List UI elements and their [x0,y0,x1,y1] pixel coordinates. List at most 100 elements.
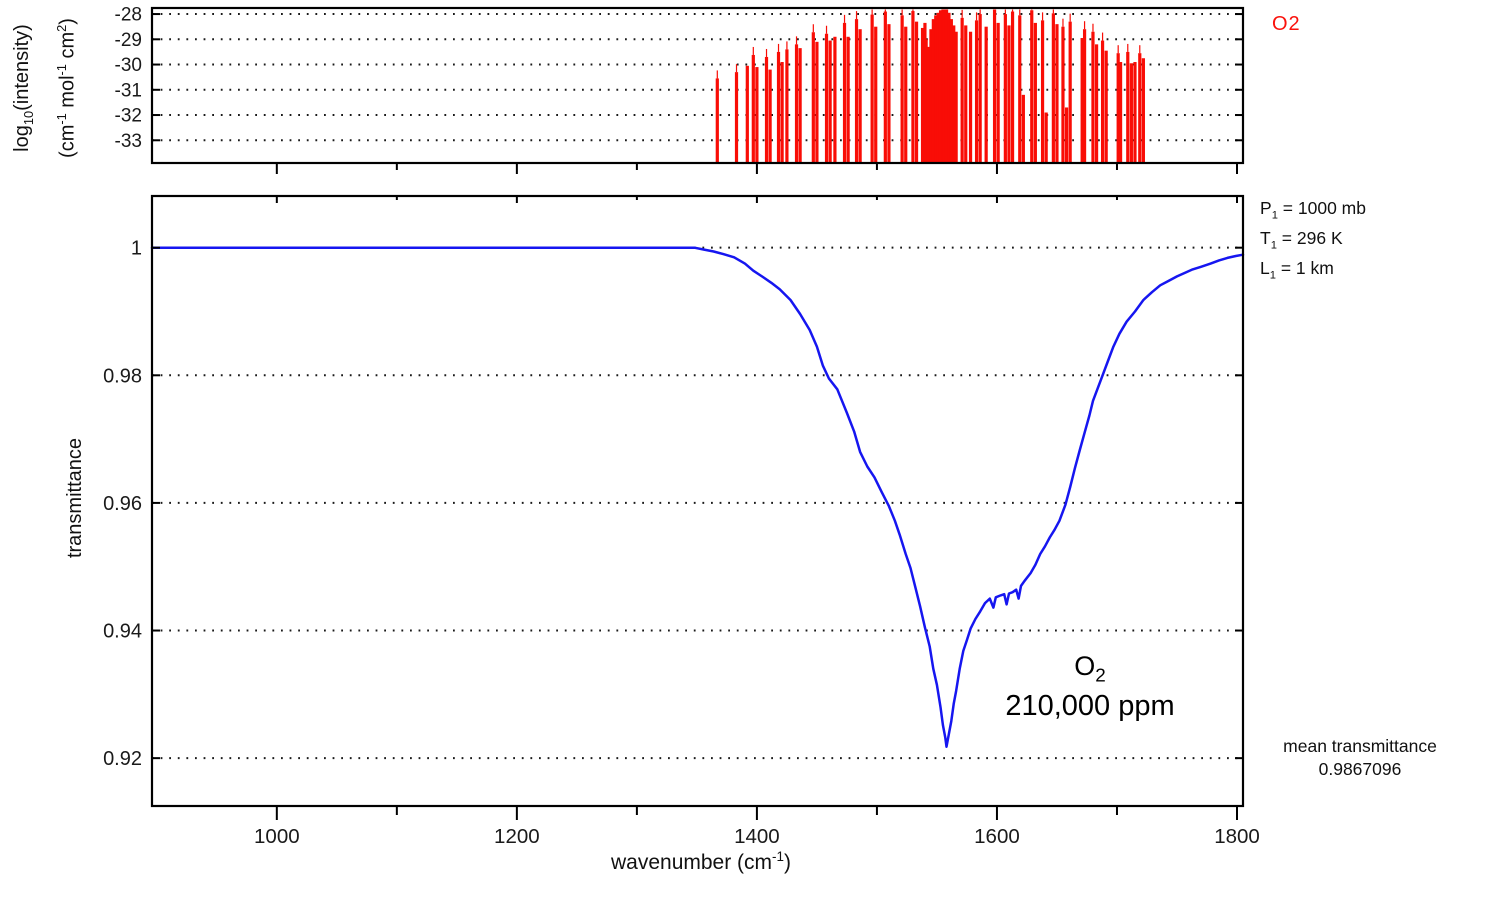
spectral-line-spike [871,9,873,15]
axis-frames [150,6,1245,808]
spectral-line [926,46,931,162]
spectral-line [938,10,943,162]
legend-o2: O2 [1272,13,1301,35]
spectral-line-spike [1101,32,1104,41]
spectral-line [887,24,891,162]
spectral-line [1003,14,1007,163]
spectral-line [745,65,749,162]
spectral-line [904,26,908,162]
spectral-line-spike [975,12,978,21]
spectral-line [974,20,979,163]
spectral-line [1030,10,1034,162]
spectral-line-spike [765,48,768,57]
spectral-line [776,51,781,163]
spectral-line [1126,51,1130,163]
x-axis-label: wavenumber (cm-1) [610,849,791,874]
spectral-line [755,67,759,162]
intensity-sticks [715,9,1145,163]
tick-labels: -28 -29 -30 -31 -32 -33 1 0.98 0.96 0.94 0.92 1000 1… [103,5,1260,848]
spectral-line [911,11,915,163]
spectral-line-spike [812,24,814,33]
spectral-line [949,19,953,162]
y-tick-label: 0.98 [103,365,142,387]
spectral-line [952,25,956,163]
spectral-line-spike [735,64,738,73]
spectral-line [1010,11,1015,163]
spectral-line-spike [1083,21,1086,30]
spectral-line [920,27,925,163]
x-tick-label: 1600 [974,825,1020,848]
spectral-line-spike [777,43,780,52]
spectral-line [960,17,964,162]
spectral-line [1044,112,1048,162]
spectral-line [854,19,859,162]
spectral-line [764,56,769,163]
spectral-line-spike [1069,13,1071,22]
spectral-line [780,62,784,163]
y-tick-label: 0.92 [103,748,142,770]
spectral-line-spike [1052,9,1054,14]
x-tick-label: 1800 [1214,825,1260,848]
y-axis-label: transmittance [64,400,87,596]
gas-annotation: O2 210,000 ppm [975,651,1205,723]
gas-formula: O2 [1074,651,1106,687]
spectral-line [1051,13,1055,163]
spectral-line [874,26,878,162]
spectral-line [1082,29,1087,162]
spectral-line [883,11,887,163]
spectral-line [1104,50,1108,162]
spectral-line [1133,62,1137,163]
top-y-tick-label: -31 [115,80,142,101]
top-y-tick-label: -33 [115,131,142,152]
spectral-line-spike [1117,45,1119,54]
spectral-line [833,36,837,162]
spectral-line [828,40,832,162]
spectral-line-spike [979,9,981,15]
spectral-line [931,19,935,162]
spectral-line [846,36,850,162]
mean-transmittance-label: mean transmittance [1283,736,1437,756]
spectral-line [751,54,755,162]
spectral-line [1068,21,1072,162]
spectral-line-spike [1031,9,1033,11]
spectral-line [842,22,847,163]
transmittance-curve [150,246,1245,748]
bottom-panel-frame [150,194,1245,808]
spectral-line-spike [716,70,718,79]
x-tick-label: 1000 [254,825,300,848]
spectral-line-spike [912,9,914,12]
spectral-line [715,78,719,162]
spectral-line [1018,15,1022,162]
spectral-line [811,32,815,162]
spectral-line-spike [1092,23,1094,32]
spectral-line [798,48,802,162]
top-panel-frame [150,6,1245,165]
spectral-line [768,69,772,162]
spectral-line [1094,44,1099,162]
spectral-line-spike [1127,43,1129,52]
spectral-line-spike [884,9,886,12]
spectral-line [924,39,928,162]
spectral-line [734,72,739,162]
spectral-line-spike [1062,18,1064,27]
gridlines [152,13,1243,760]
condition-line: T1 = 296 K [1260,228,1343,252]
spectral-line [968,31,973,162]
spectral-line [1040,20,1045,163]
spectral-line [824,33,829,162]
top-y-tick-label: -30 [115,55,142,76]
spectral-line [942,9,946,162]
x-tick-label: 1400 [734,825,780,848]
spectral-line [1116,53,1120,162]
spectral-line [815,41,819,162]
spectral-line-spike [752,46,754,55]
top-y-tick-label: -28 [115,5,142,26]
top-y-axis-label-line1: log10(intensity) [11,24,36,152]
spectral-line [1021,94,1025,162]
axis-ticks [152,13,1243,820]
spectral-line-spike [901,9,903,16]
spectral-line [954,31,958,162]
spectral-line-spike [843,14,846,23]
spectral-line-spike [825,25,828,34]
